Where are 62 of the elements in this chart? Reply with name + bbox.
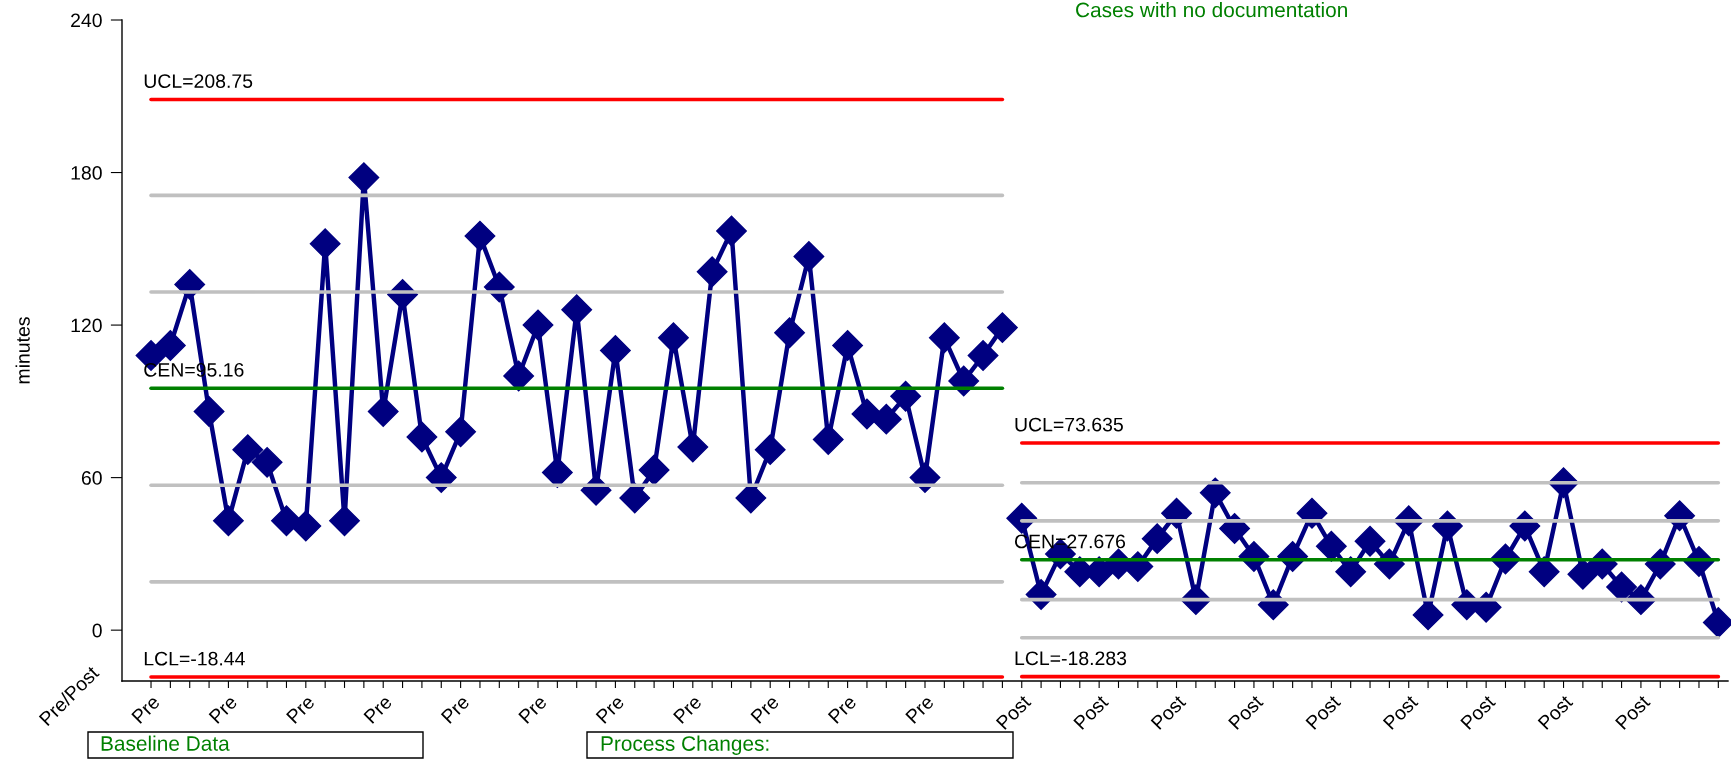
- point: [696, 256, 728, 288]
- y-tick-label: 180: [71, 166, 102, 180]
- point: [638, 454, 670, 486]
- point: [1335, 556, 1367, 588]
- point: [1141, 523, 1173, 555]
- y-axis-title: minutes: [15, 317, 30, 384]
- point: [541, 457, 573, 488]
- point: [367, 396, 399, 427]
- x-tick-label: Pre: [363, 694, 393, 724]
- x-tick-label: Pre: [286, 694, 316, 724]
- x-tick-label: Pre: [827, 694, 858, 724]
- point: [1528, 556, 1560, 588]
- x-tick-label: Pre: [518, 694, 548, 724]
- point: [522, 309, 554, 341]
- x-tick-label: Pre: [208, 694, 238, 724]
- y-tick-label: 240: [71, 13, 102, 28]
- point: [309, 228, 341, 260]
- point: [290, 510, 322, 542]
- text: Baseline Data: [101, 735, 230, 751]
- y-tick-label: 120: [71, 318, 102, 333]
- point: [599, 335, 631, 366]
- x-tick-label: Pre: [131, 694, 161, 724]
- point: [193, 396, 225, 427]
- series-label: UCL=208.75: [144, 74, 253, 88]
- x-tick-label: Pre: [440, 694, 471, 724]
- point: [812, 424, 844, 455]
- x-tick-label: Pre: [750, 694, 780, 724]
- point: [445, 416, 477, 448]
- point: [154, 329, 186, 361]
- y-tick-label: 60: [81, 471, 102, 485]
- point: [928, 322, 960, 354]
- point: [348, 162, 380, 194]
- x-tick-label: Pre: [673, 694, 703, 724]
- point: [1199, 477, 1231, 509]
- text: Process Changes:: [601, 735, 769, 755]
- point: [1354, 525, 1386, 557]
- x-tick-label: Pre: [595, 694, 625, 724]
- point: [677, 431, 709, 463]
- point: [716, 215, 747, 247]
- point: [232, 434, 264, 466]
- point: [967, 340, 999, 372]
- point: [329, 505, 360, 537]
- series-label: LCL=-18.283: [1015, 651, 1127, 666]
- point: [212, 505, 244, 537]
- point: [619, 482, 651, 514]
- point: [1412, 599, 1444, 631]
- y-tick-label: 0: [92, 623, 102, 638]
- point: [658, 322, 689, 354]
- text: Cases with no documentation: [1076, 2, 1347, 18]
- point: [406, 421, 438, 453]
- point: [754, 434, 786, 466]
- point: [1606, 571, 1638, 603]
- point: [793, 241, 825, 272]
- point: [251, 446, 283, 478]
- point: [503, 360, 535, 392]
- series-label: LCL=-18.44: [144, 651, 245, 666]
- x-tick-label: Pre: [905, 694, 935, 724]
- point: [774, 317, 805, 349]
- point: [464, 220, 496, 252]
- point: [986, 312, 1018, 344]
- series-label: UCL=73.635: [1015, 417, 1123, 432]
- point: [832, 329, 864, 361]
